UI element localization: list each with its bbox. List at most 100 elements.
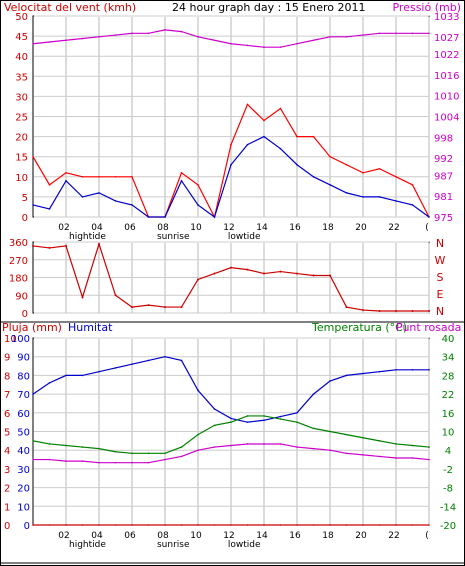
- point-direction: [312, 274, 315, 277]
- rain-axis-title: Pluja (mm): [2, 321, 62, 334]
- wind-axis-title: Velocitat del vent (kmh): [4, 1, 136, 14]
- point-temperatura: [329, 430, 331, 433]
- point-direction: [378, 310, 381, 313]
- point-gust: [345, 163, 348, 166]
- point-direction: [98, 242, 100, 245]
- point-punt-rosada: [263, 443, 265, 445]
- humidity-tick-label: 70: [17, 390, 30, 401]
- point-temperatura: [213, 424, 216, 427]
- hour-tick-label: 04: [91, 223, 103, 233]
- hour-tick-label: 12: [223, 223, 234, 233]
- rain-tick-label: 7: [4, 390, 10, 401]
- point-pluja: [213, 524, 216, 526]
- point-wind_avg: [81, 196, 84, 198]
- humidity-tick-label: 80: [17, 371, 30, 382]
- hour-tick-label: 08: [157, 223, 169, 233]
- point-punt-rosada: [362, 454, 364, 456]
- hour-tick-label: 12: [223, 531, 234, 541]
- pressure-tick-label: 1010: [434, 92, 459, 103]
- humidity-axis-title: Humitat: [68, 321, 113, 334]
- pressure-tick-label: 975: [434, 213, 453, 224]
- point-direction: [296, 272, 298, 275]
- point-wind_avg: [131, 204, 133, 206]
- point-pluja: [81, 524, 84, 526]
- point-gust: [246, 103, 249, 106]
- point-pluja: [362, 524, 364, 526]
- point-pluja: [180, 524, 183, 526]
- hour-tick-label: 04: [91, 531, 103, 541]
- point-gust: [131, 176, 133, 178]
- point-gust: [180, 171, 183, 174]
- point-gust: [98, 176, 100, 178]
- point-pluja: [395, 524, 397, 526]
- point-pluja: [428, 524, 430, 526]
- point-humitat: [263, 419, 265, 422]
- point-pluja: [131, 524, 133, 526]
- humidity-tick-label: 40: [17, 446, 30, 457]
- point-punt-rosada: [246, 443, 249, 445]
- point-wind_avg: [345, 192, 348, 194]
- point-pressure: [65, 39, 67, 42]
- point-humitat: [98, 370, 100, 373]
- point-pluja: [378, 524, 381, 526]
- hour-tick-label: 02: [58, 531, 69, 541]
- hour-tick-label: (: [425, 531, 429, 541]
- point-humitat: [411, 368, 414, 371]
- point-punt-rosada: [411, 457, 414, 459]
- point-humitat: [428, 368, 430, 371]
- point-wind_avg: [213, 216, 216, 218]
- point-pluja: [230, 524, 232, 526]
- point-humitat: [345, 374, 348, 377]
- point-pluja: [411, 524, 414, 526]
- pressure-tick-label: 992: [434, 154, 453, 165]
- wind-tick-label: 45: [15, 32, 28, 43]
- point-pressure: [329, 35, 331, 38]
- point-pressure: [246, 44, 249, 47]
- point-humitat: [65, 374, 67, 377]
- point-punt-rosada: [147, 461, 150, 464]
- wind-tick-label: 40: [15, 52, 28, 63]
- point-gust: [395, 176, 397, 178]
- point-direction: [65, 244, 67, 247]
- point-pressure: [312, 39, 315, 42]
- point-temperatura: [362, 436, 364, 439]
- point-pressure: [362, 34, 364, 36]
- hour-tick-label: 18: [322, 223, 334, 233]
- chart-title: 24 hour graph day : 15 Enero 2011: [172, 1, 366, 14]
- point-temperatura: [279, 418, 282, 420]
- point-direction: [411, 310, 414, 313]
- point-pressure: [114, 34, 117, 36]
- point-temperatura: [230, 421, 232, 423]
- hour-tick-label: 14: [256, 531, 268, 541]
- point-pressure: [131, 32, 133, 35]
- point-direction: [164, 306, 166, 309]
- point-pressure: [180, 30, 183, 33]
- point-wind_avg: [296, 163, 298, 166]
- point-temperatura: [131, 452, 133, 455]
- compass-label: W: [435, 254, 446, 267]
- point-punt-rosada: [230, 444, 232, 447]
- point-temperatura: [296, 421, 298, 423]
- point-gust: [279, 107, 282, 110]
- point-pluja: [246, 524, 249, 526]
- temperature-tick-label: -20: [440, 521, 456, 532]
- point-pluja: [98, 524, 100, 526]
- point-temperatura: [65, 444, 67, 447]
- point-gust: [411, 184, 414, 186]
- pressure-tick-label: 998: [434, 133, 453, 144]
- point-punt-rosada: [131, 461, 133, 464]
- point-punt-rosada: [378, 455, 381, 458]
- hour-tick-label: (: [425, 223, 429, 233]
- point-gust: [296, 135, 298, 138]
- point-gust: [378, 167, 381, 170]
- pressure-tick-label: 987: [434, 171, 453, 182]
- point-pluja: [296, 524, 298, 526]
- direction-tick-label: 360: [9, 238, 28, 249]
- point-pluja: [279, 524, 282, 526]
- hour-tick-label: 16: [289, 223, 301, 233]
- humidity-tick-label: 20: [17, 484, 30, 495]
- point-humitat: [131, 363, 133, 365]
- direction-tick-label: 180: [9, 274, 28, 285]
- point-temperatura: [48, 443, 51, 445]
